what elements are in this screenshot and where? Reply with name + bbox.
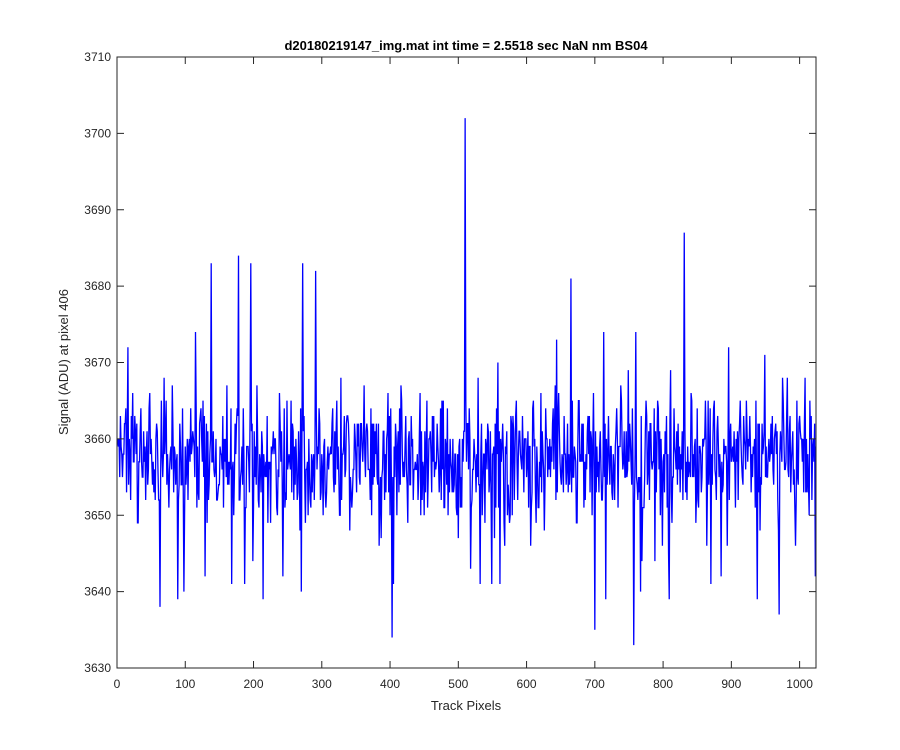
x-tick-label: 600 [517, 677, 537, 691]
y-axis-label: Signal (ADU) at pixel 406 [56, 289, 71, 435]
y-tick-label: 3650 [84, 508, 111, 522]
series-layer [117, 118, 816, 646]
x-tick-label: 700 [585, 677, 605, 691]
x-tick-label: 300 [312, 677, 332, 691]
x-tick-label: 200 [244, 677, 264, 691]
x-tick-label: 900 [721, 677, 741, 691]
y-tick-label: 3630 [84, 661, 111, 675]
x-axis-label: Track Pixels [431, 698, 502, 713]
x-tick-label: 400 [380, 677, 400, 691]
x-tick-label: 500 [448, 677, 468, 691]
y-tick-label: 3640 [84, 585, 111, 599]
y-tick-label: 3710 [84, 50, 111, 64]
x-axis: 0 100 200 300 400 500 600 700 800 900 1000 [114, 57, 813, 691]
y-tick-label: 3670 [84, 356, 111, 370]
y-tick-label: 3700 [84, 126, 111, 140]
x-tick-label: 100 [175, 677, 195, 691]
plot-area: 0 100 200 300 400 500 600 700 800 900 1000 3630 364… [84, 50, 817, 691]
y-tick-label: 3690 [84, 203, 111, 217]
signal-series-line [117, 118, 816, 646]
plot-background [117, 57, 816, 668]
y-axis: 3630 3640 3650 3660 3670 3680 3690 3700 3710 [84, 50, 816, 675]
y-tick-label: 3660 [84, 432, 111, 446]
x-tick-label: 1000 [786, 677, 813, 691]
x-tick-label: 800 [653, 677, 673, 691]
chart-title: d20180219147_img.mat int time = 2.5518 s… [284, 38, 648, 53]
y-tick-label: 3680 [84, 279, 111, 293]
x-tick-label: 0 [114, 677, 121, 691]
